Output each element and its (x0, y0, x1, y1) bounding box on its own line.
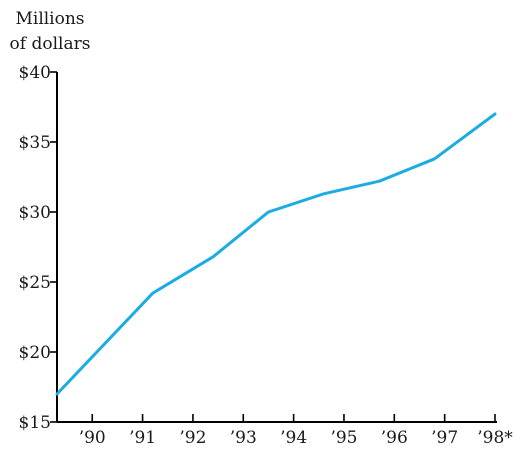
x-tick-label: ’91 (129, 428, 156, 448)
y-tick-label: $20 (19, 343, 51, 363)
y-axis-label-line-2: of dollars (10, 34, 91, 54)
series-line (55, 112, 497, 396)
y-tick-label: $40 (19, 63, 51, 83)
y-tick-label: $30 (19, 203, 51, 223)
y-axis-label-line-1: Millions (15, 9, 84, 29)
x-tick-label: ’92 (179, 428, 206, 448)
x-tick-label: ’98* (477, 428, 513, 448)
x-tick-label: ’96 (381, 428, 408, 448)
x-tick-label: ’93 (230, 428, 257, 448)
plot-area (55, 112, 497, 396)
x-tick-label: ’95 (330, 428, 357, 448)
x-tick-label: ’90 (79, 428, 106, 448)
x-tick-label: ’97 (431, 428, 458, 448)
x-ticks: ’90 ’91 ’92 ’93 ’94 ’95 ’96 ’97 ’98* (79, 414, 513, 448)
y-tick-label: $25 (19, 273, 51, 293)
x-tick-label: ’94 (280, 428, 307, 448)
y-tick-label: $35 (19, 133, 51, 153)
y-ticks: $15 $20 $25 $30 $35 $40 (19, 63, 57, 433)
y-tick-label: $15 (19, 413, 51, 433)
